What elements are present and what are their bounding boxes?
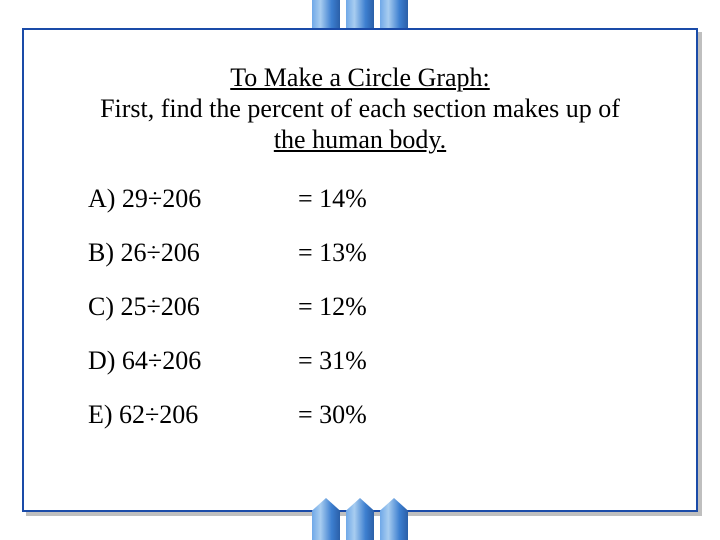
- expression: C) 25÷206: [88, 292, 298, 322]
- expression: E) 62÷206: [88, 400, 298, 430]
- result: = 14%: [298, 184, 367, 214]
- result: = 30%: [298, 400, 367, 430]
- expression: A) 29÷206: [88, 184, 298, 214]
- pillar-decoration: [312, 498, 340, 540]
- result: = 12%: [298, 292, 367, 322]
- result: = 13%: [298, 238, 367, 268]
- calc-row: D) 64÷206 = 31%: [88, 346, 666, 376]
- expression: D) 64÷206: [88, 346, 298, 376]
- title-line-3: the human body.: [54, 124, 666, 155]
- calc-row: B) 26÷206 = 13%: [88, 238, 666, 268]
- bottom-pillars: [312, 498, 408, 540]
- title-line-2: First, find the percent of each section …: [54, 93, 666, 124]
- calc-row: C) 25÷206 = 12%: [88, 292, 666, 322]
- pillar-decoration: [346, 498, 374, 540]
- result: = 31%: [298, 346, 367, 376]
- expression: B) 26÷206: [88, 238, 298, 268]
- calc-row: A) 29÷206 = 14%: [88, 184, 666, 214]
- calculation-rows: A) 29÷206 = 14% B) 26÷206 = 13% C) 25÷20…: [54, 184, 666, 430]
- title-line-1: To Make a Circle Graph:: [54, 62, 666, 93]
- pillar-decoration: [380, 498, 408, 540]
- slide-content: To Make a Circle Graph: First, find the …: [54, 62, 666, 454]
- title-block: To Make a Circle Graph: First, find the …: [54, 62, 666, 156]
- calc-row: E) 62÷206 = 30%: [88, 400, 666, 430]
- slide-frame: To Make a Circle Graph: First, find the …: [22, 28, 698, 512]
